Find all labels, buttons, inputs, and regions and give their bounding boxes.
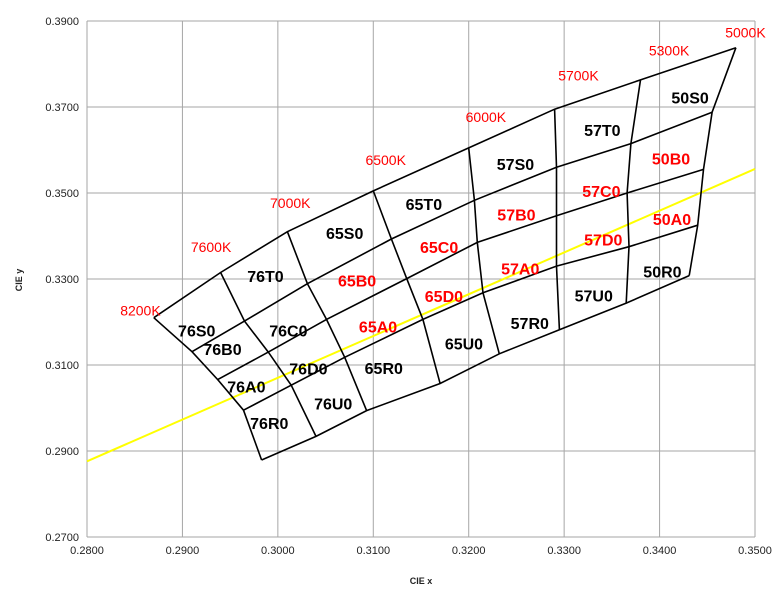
cct-labels: 8200K 7600K 7000K 6500K 6000K 5700K 5300K 5000K (120, 24, 766, 318)
bin-label: 65S0 (326, 226, 363, 243)
y-axis-title: CIE y (14, 269, 24, 292)
bin-label: 57C0 (582, 184, 620, 201)
bin-boundary-row (191, 111, 713, 353)
bin-label: 57D0 (584, 232, 622, 249)
bin-label: 57S0 (497, 157, 534, 174)
y-tick-label: 0.3900 (45, 16, 79, 28)
bin-label: 57A0 (501, 261, 539, 278)
y-tick-labels: 0.2700 0.2900 0.3100 0.3300 0.3500 0.3700 0.39… (45, 16, 79, 544)
grid (86, 20, 756, 538)
bin-label: 50A0 (653, 212, 691, 229)
bin-boundary-column (553, 109, 561, 330)
bin-label: 76D0 (289, 361, 327, 378)
x-tick-label: 0.3300 (547, 545, 581, 557)
cct-label: 8200K (120, 303, 161, 319)
y-tick-label: 0.3500 (45, 188, 79, 200)
cct-label: 6000K (466, 109, 507, 125)
bin-boundary-column (372, 190, 441, 384)
y-tick-label: 0.3300 (45, 274, 79, 286)
bin-boundary-column (688, 47, 737, 276)
bin-label: 57U0 (575, 288, 613, 305)
cct-label: 5300K (649, 42, 690, 58)
cct-label: 6500K (365, 152, 406, 168)
x-tick-labels: 0.2800 0.2900 0.3000 0.3100 0.3200 0.3300 0.34… (70, 545, 772, 557)
bin-boundary-row (261, 274, 690, 461)
bin-label: 57B0 (497, 208, 535, 225)
cct-label: 5000K (725, 24, 766, 40)
bin-label: 65T0 (406, 197, 443, 214)
y-tick-label: 0.2900 (45, 446, 79, 458)
bin-label: 76T0 (247, 269, 284, 286)
x-tick-label: 0.2900 (166, 545, 200, 557)
bin-label: 65A0 (359, 319, 397, 336)
bin-label: 57T0 (584, 123, 621, 140)
x-tick-label: 0.3200 (452, 545, 486, 557)
bin-boundary-row (217, 168, 704, 381)
bin-grid-lines (153, 46, 737, 461)
x-tick-label: 0.3400 (643, 545, 677, 557)
y-tick-label: 0.3700 (45, 102, 79, 114)
cct-label: 7600K (191, 239, 232, 255)
bin-label: 76S0 (178, 324, 215, 341)
y-tick-label: 0.2700 (45, 532, 79, 544)
x-tick-label: 0.3500 (738, 545, 772, 557)
bin-label: 65B0 (338, 273, 376, 290)
x-axis-title: CIE x (410, 576, 433, 586)
bin-label: 65D0 (425, 289, 463, 306)
bin-boundary-column (467, 147, 501, 355)
bin-boundary-row (153, 46, 737, 319)
bin-label: 50B0 (652, 152, 690, 169)
bin-label: 65R0 (365, 361, 403, 378)
bin-label: 65C0 (420, 240, 458, 257)
bin-label: 76A0 (227, 380, 265, 397)
bin-label: 65U0 (445, 337, 483, 354)
bin-label: 57R0 (511, 316, 549, 333)
y-tick-label: 0.3100 (45, 360, 79, 372)
bin-label: 76R0 (250, 416, 288, 433)
bin-label: 50S0 (671, 91, 708, 108)
bin-label: 76C0 (269, 324, 307, 341)
cct-label: 5700K (558, 67, 599, 83)
x-tick-label: 0.2800 (70, 545, 104, 557)
bin-label: 50R0 (643, 264, 681, 281)
bin-label: 76B0 (203, 342, 241, 359)
x-tick-label: 0.3100 (356, 545, 390, 557)
bin-label: 76U0 (314, 397, 352, 414)
cct-label: 7000K (270, 195, 311, 211)
x-tick-label: 0.3000 (261, 545, 295, 557)
bin-boundary-row (243, 224, 698, 411)
